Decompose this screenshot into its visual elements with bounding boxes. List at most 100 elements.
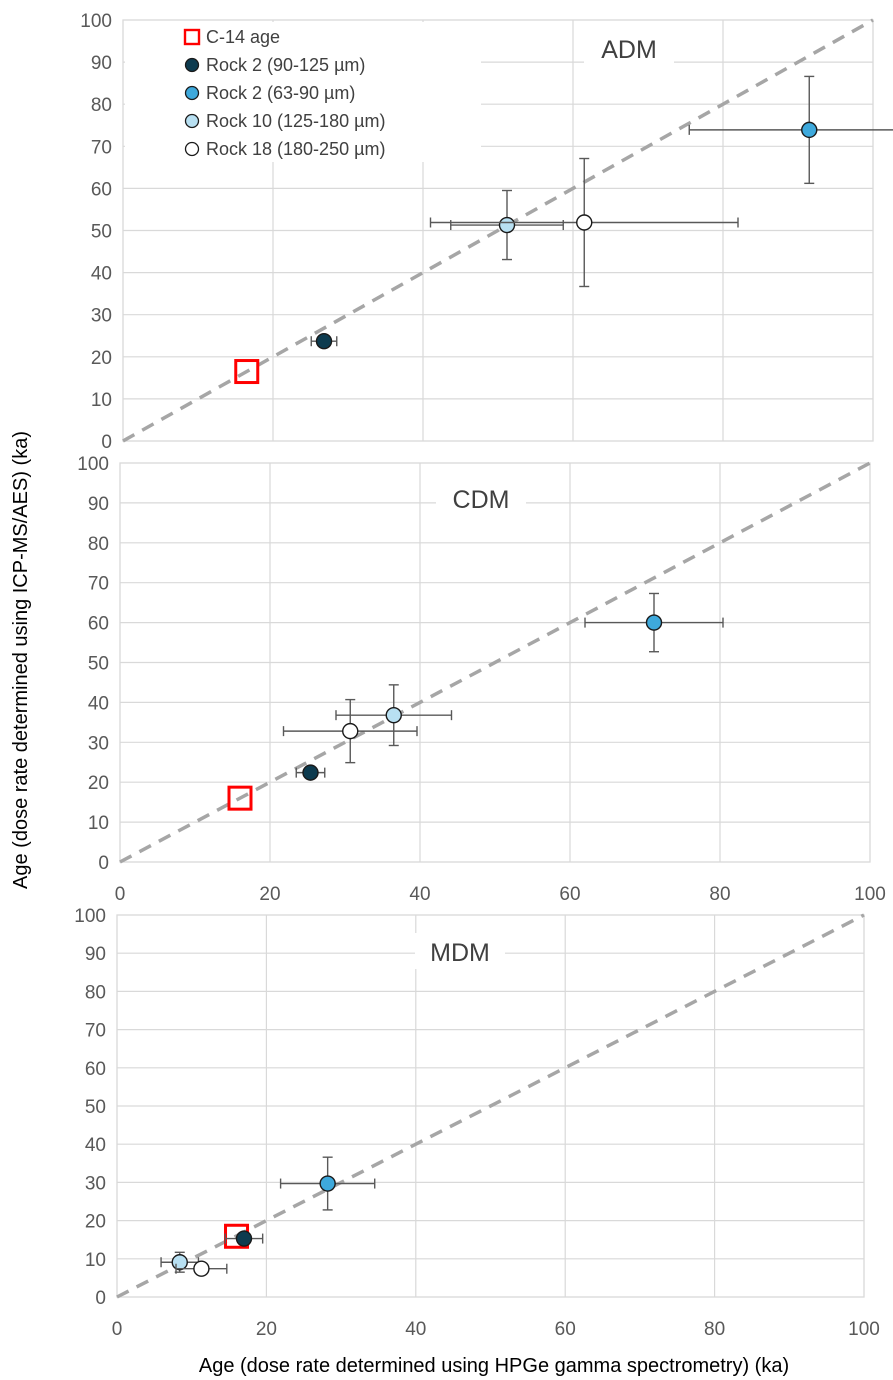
y-axis-title: Age (dose rate determined using ICP-MS/A… (10, 431, 32, 889)
c14-marker (234, 359, 260, 385)
y-tick-label: 30 (88, 733, 109, 754)
y-tick-label: 10 (85, 1250, 106, 1271)
x-tick-label: 0 (115, 884, 126, 905)
panel-label-bg (436, 480, 526, 516)
legend-label: Rock 18 (180-250 µm) (206, 139, 385, 159)
legend-circle-icon (184, 85, 200, 101)
panel-adm: 0 10 20 30 40 50 60 70 80 90 100 ADM C-14 age Rock 2 … (80, 11, 893, 453)
data-point-c14 (234, 359, 260, 385)
data-point-rock2_fine (688, 75, 893, 185)
y-tick-label: 0 (98, 853, 109, 874)
x-tick-label: 60 (555, 1319, 576, 1340)
circle-marker (319, 1175, 336, 1192)
data-point-rock2_fine (279, 1156, 376, 1211)
data-point-rock2_fine (584, 592, 724, 653)
data-point-c14 (227, 785, 253, 811)
x-tick-label: 40 (409, 884, 430, 905)
legend-circle-icon (184, 141, 200, 157)
data-point-rock18 (282, 698, 418, 764)
x-tick-label: 40 (405, 1319, 426, 1340)
legend-circle-icon (184, 57, 200, 73)
y-tick-label: 100 (74, 906, 106, 927)
c14-marker (227, 785, 253, 811)
y-tick-label: 70 (91, 137, 112, 158)
circle-marker (302, 764, 319, 781)
x-tick-label: 100 (854, 884, 886, 905)
y-tick-label: 100 (80, 11, 112, 32)
y-tick-label: 20 (91, 348, 112, 369)
data-point-rock2_coarse (224, 1230, 264, 1247)
x-axis-title: Age (dose rate determined using HPGe gam… (199, 1355, 789, 1377)
y-tick-label: 0 (95, 1288, 106, 1309)
circle-marker (315, 333, 333, 350)
one-to-one-line (122, 18, 874, 443)
y-tick-label: 80 (91, 95, 112, 116)
y-tick-label: 50 (85, 1097, 106, 1118)
circle-marker (235, 1230, 253, 1247)
x-tick-label: 0 (112, 1319, 123, 1340)
y-tick-label: 20 (88, 773, 109, 794)
circle-marker (171, 1254, 188, 1271)
legend-item: C-14 age (183, 27, 280, 47)
panel-label: MDM (430, 939, 490, 967)
data-point-rock18 (429, 157, 739, 288)
legend-label: Rock 2 (90-125 µm) (206, 55, 365, 75)
y-tick-label: 10 (88, 813, 109, 834)
y-tick-label: 40 (88, 693, 109, 714)
legend: C-14 age Rock 2 (90-125 µm) Rock 2 (63-90 … (125, 22, 481, 162)
y-tick-label: 30 (85, 1173, 106, 1194)
data-point-rock2_coarse (295, 764, 326, 781)
legend-square-icon (183, 28, 201, 46)
y-tick-label: 60 (85, 1059, 106, 1080)
y-tick-label: 50 (91, 222, 112, 243)
y-tick-label: 80 (88, 534, 109, 555)
y-tick-label: 60 (88, 614, 109, 635)
panel-label-bg (584, 30, 674, 66)
data-point-rock2_coarse (310, 333, 338, 350)
circle-marker (576, 214, 593, 231)
data-point-rock10 (450, 189, 564, 261)
y-tick-label: 50 (88, 654, 109, 675)
one-to-one-line (119, 461, 871, 864)
panel-cdm: 0 10 20 30 40 50 60 70 80 90 100 0 20 40 60 80 100 CDM (77, 454, 886, 905)
legend-item: Rock 10 (125-180 µm) (184, 111, 385, 131)
y-tick-label: 40 (85, 1135, 106, 1156)
x-tick-label: 100 (848, 1319, 880, 1340)
y-tick-label: 70 (88, 574, 109, 595)
y-tick-label: 90 (88, 494, 109, 515)
y-tick-label: 10 (91, 390, 112, 411)
circle-marker (342, 722, 359, 740)
circle-marker (645, 614, 663, 631)
x-tick-label: 20 (256, 1319, 277, 1340)
y-tick-label: 100 (77, 454, 109, 475)
circle-marker (385, 706, 402, 724)
y-tick-label: 30 (91, 306, 112, 327)
legend-circle-icon (184, 113, 200, 129)
x-tick-label: 60 (559, 884, 580, 905)
legend-label: Rock 10 (125-180 µm) (206, 111, 385, 131)
legend-label: C-14 age (206, 27, 280, 47)
legend-item: Rock 2 (90-125 µm) (184, 55, 365, 75)
legend-item: Rock 18 (180-250 µm) (184, 139, 385, 159)
circle-marker (498, 216, 516, 234)
legend-bg (125, 22, 481, 162)
data-point-rock10 (160, 1251, 200, 1273)
y-tick-label: 70 (85, 1021, 106, 1042)
data-point-rock18 (175, 1260, 228, 1277)
legend-label: Rock 2 (63-90 µm) (206, 83, 355, 103)
x-tick-label: 80 (709, 884, 730, 905)
panel-mdm: 0 10 20 30 40 50 60 70 80 90 100 0 20 40 60 80 100 MDM (74, 906, 880, 1340)
data-point-rock10 (335, 684, 453, 747)
y-tick-label: 40 (91, 264, 112, 285)
y-tick-label: 80 (85, 982, 106, 1003)
panel-label: ADM (601, 36, 657, 64)
panel-label-bg (415, 933, 505, 969)
x-tick-label: 20 (259, 884, 280, 905)
y-tick-label: 60 (91, 179, 112, 200)
y-tick-label: 90 (85, 944, 106, 965)
y-tick-label: 0 (101, 432, 112, 453)
y-tick-label: 20 (85, 1212, 106, 1233)
legend-item: Rock 2 (63-90 µm) (184, 83, 355, 103)
circle-marker (801, 121, 818, 139)
